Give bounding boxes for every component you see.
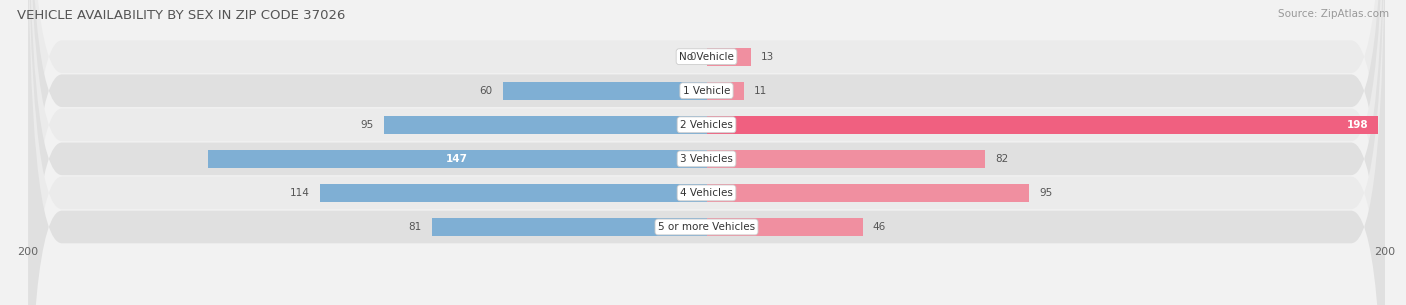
- Text: 11: 11: [754, 86, 768, 96]
- Bar: [432, 218, 707, 236]
- Bar: [319, 184, 707, 202]
- Text: Source: ZipAtlas.com: Source: ZipAtlas.com: [1278, 9, 1389, 19]
- Bar: [707, 48, 751, 66]
- Text: 95: 95: [361, 120, 374, 130]
- FancyBboxPatch shape: [28, 0, 1385, 305]
- Text: 2 Vehicles: 2 Vehicles: [681, 120, 733, 130]
- Bar: [707, 82, 744, 100]
- Text: 4 Vehicles: 4 Vehicles: [681, 188, 733, 198]
- Text: No Vehicle: No Vehicle: [679, 52, 734, 62]
- Bar: [503, 82, 707, 100]
- FancyBboxPatch shape: [28, 0, 1385, 305]
- Text: 60: 60: [479, 86, 494, 96]
- Text: 3 Vehicles: 3 Vehicles: [681, 154, 733, 164]
- Text: 147: 147: [446, 154, 468, 164]
- FancyBboxPatch shape: [28, 0, 1385, 305]
- Bar: [707, 218, 862, 236]
- FancyBboxPatch shape: [28, 0, 1385, 305]
- Text: 1 Vehicle: 1 Vehicle: [683, 86, 730, 96]
- Text: 81: 81: [408, 222, 422, 232]
- Text: 114: 114: [290, 188, 309, 198]
- Text: 13: 13: [761, 52, 775, 62]
- Bar: [707, 116, 1378, 134]
- FancyBboxPatch shape: [28, 0, 1385, 305]
- Bar: [707, 184, 1029, 202]
- Bar: [707, 150, 984, 168]
- Text: 95: 95: [1039, 188, 1052, 198]
- Text: VEHICLE AVAILABILITY BY SEX IN ZIP CODE 37026: VEHICLE AVAILABILITY BY SEX IN ZIP CODE …: [17, 9, 346, 22]
- Legend: Male, Female: Male, Female: [640, 301, 773, 305]
- Text: 46: 46: [873, 222, 886, 232]
- Bar: [208, 150, 707, 168]
- Text: 0: 0: [690, 52, 696, 62]
- Bar: [384, 116, 707, 134]
- Text: 5 or more Vehicles: 5 or more Vehicles: [658, 222, 755, 232]
- FancyBboxPatch shape: [28, 0, 1385, 305]
- Text: 198: 198: [1347, 120, 1368, 130]
- Text: 82: 82: [995, 154, 1008, 164]
